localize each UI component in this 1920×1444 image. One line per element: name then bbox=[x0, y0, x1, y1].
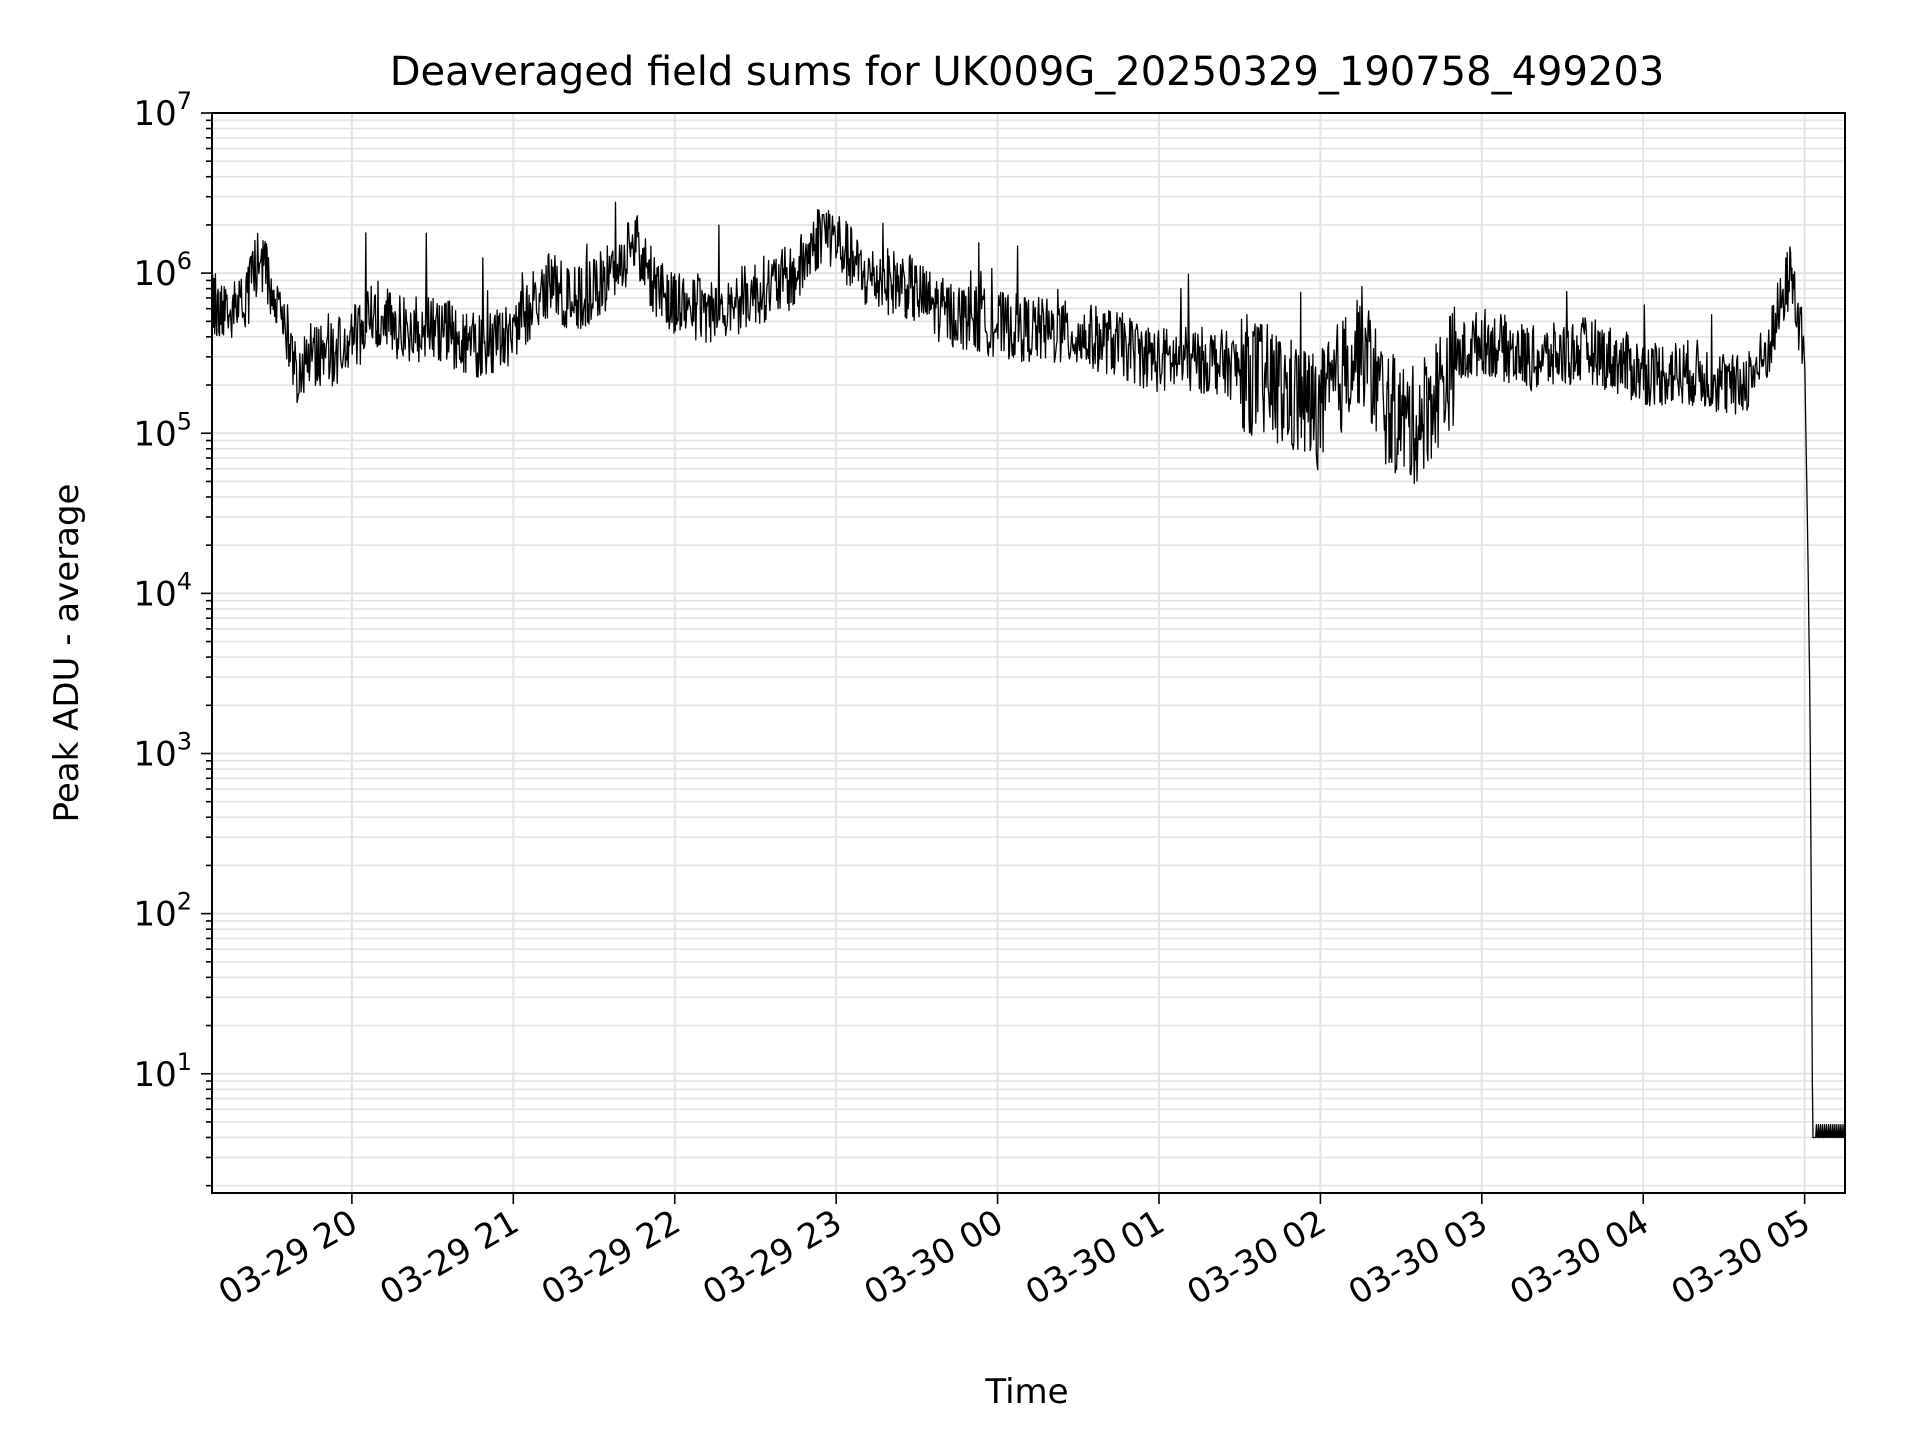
x-tick-label: 03-30 03 bbox=[1342, 1202, 1494, 1313]
y-tick-label: 105 bbox=[133, 407, 192, 454]
y-tick-label: 102 bbox=[133, 888, 192, 935]
y-tick-label: 107 bbox=[133, 87, 192, 134]
x-tick-label: 03-29 20 bbox=[212, 1202, 364, 1313]
x-tick-label: 03-30 01 bbox=[1019, 1202, 1171, 1313]
x-tick-label: 03-30 05 bbox=[1665, 1202, 1817, 1313]
y-tick-label: 106 bbox=[133, 247, 192, 294]
x-tick-label: 03-29 22 bbox=[535, 1202, 687, 1313]
y-tick-label: 103 bbox=[133, 728, 192, 775]
data-layer bbox=[211, 201, 1846, 1139]
plot-frame bbox=[211, 112, 1846, 1194]
x-tick-label: 03-29 21 bbox=[373, 1202, 525, 1313]
x-tick-label: 03-30 00 bbox=[858, 1202, 1010, 1313]
x-tick-label: 03-30 04 bbox=[1503, 1202, 1655, 1313]
chart-title: Deaveraged field sums for UK009G_2025032… bbox=[390, 49, 1665, 95]
x-tick-label: 03-30 02 bbox=[1181, 1202, 1333, 1313]
y-tick-label: 101 bbox=[133, 1048, 192, 1095]
series-line bbox=[211, 201, 1846, 1139]
x-axis-label: Time bbox=[984, 1372, 1068, 1412]
grid-layer bbox=[212, 112, 1845, 1193]
x-tick-label: 03-29 23 bbox=[696, 1202, 848, 1313]
y-axis-label: Peak ADU - average bbox=[47, 484, 87, 823]
y-tick-label: 104 bbox=[133, 567, 192, 614]
